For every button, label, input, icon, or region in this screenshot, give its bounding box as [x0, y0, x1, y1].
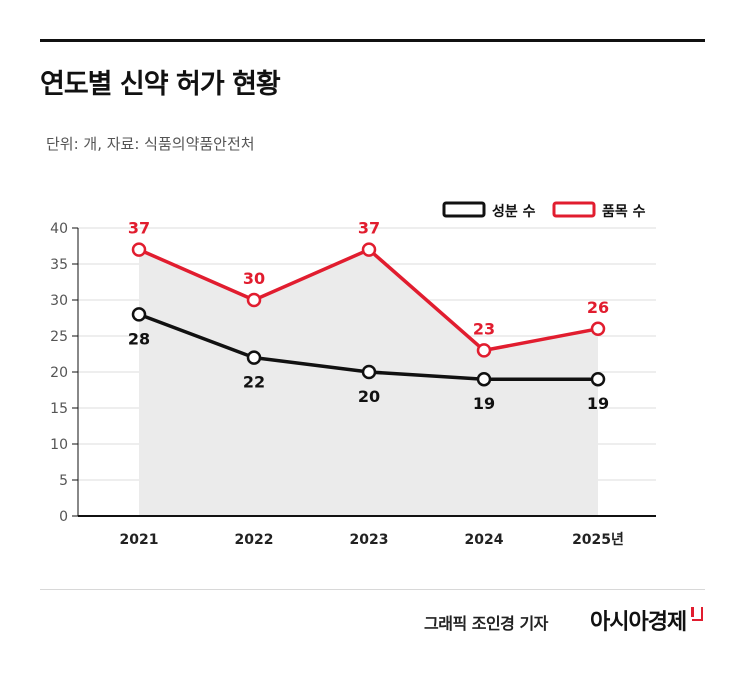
y-tick-label: 35 — [50, 257, 68, 273]
data-label: 23 — [473, 319, 495, 338]
y-tick-label: 0 — [59, 509, 68, 525]
brand-logo-text: 아시아경제 — [590, 610, 687, 635]
legend-swatch-series-a — [442, 201, 486, 218]
label-layer: 28 22 20 19 19 37 30 37 23 26 — [128, 219, 609, 414]
x-tick-label: 2022 — [235, 532, 274, 548]
y-tick-label: 10 — [50, 437, 68, 453]
data-point — [131, 307, 147, 322]
data-label: 26 — [587, 298, 609, 317]
data-label: 30 — [243, 269, 265, 288]
y-tick-label: 20 — [50, 365, 68, 381]
y-tick-label: 15 — [50, 401, 68, 417]
x-tick-label: 2021 — [120, 532, 159, 548]
brand-mark-icon — [691, 607, 703, 621]
legend-label-series-b: 품목 수 — [602, 204, 646, 220]
data-label: 28 — [128, 329, 150, 348]
data-point — [361, 364, 377, 380]
x-tick-label: 2024 — [465, 532, 504, 548]
line-layer — [131, 242, 606, 387]
x-tick-label: 2025년 — [572, 532, 624, 548]
area-fill — [139, 249, 598, 516]
chart-title: 연도별 신약 허가 현황 — [40, 69, 281, 100]
y-tick-label: 30 — [50, 293, 68, 309]
data-point — [590, 321, 606, 337]
data-label: 22 — [243, 373, 265, 392]
y-tick-label: 5 — [59, 473, 68, 489]
data-label: 19 — [587, 394, 609, 413]
data-label: 20 — [358, 387, 380, 406]
data-point — [246, 350, 262, 365]
data-point — [476, 371, 492, 387]
data-point — [361, 242, 377, 257]
data-label: 19 — [473, 394, 495, 413]
y-tick-label: 40 — [50, 221, 68, 237]
x-tick-label: 2023 — [350, 532, 389, 548]
legend-label-series-a: 성분 수 — [492, 204, 536, 220]
data-point — [476, 343, 492, 358]
chart-subtitle: 단위: 개, 자료: 식품의약품안전처 — [46, 135, 255, 153]
y-tick-label: 25 — [50, 329, 68, 345]
data-point — [131, 242, 147, 257]
legend: 성분 수 품목 수 — [442, 201, 646, 220]
data-label: 37 — [358, 219, 380, 238]
data-point — [246, 292, 262, 308]
credit-text: 그래픽 조인경 기자 — [424, 614, 548, 633]
bottom-rule — [40, 589, 705, 590]
data-point — [590, 371, 606, 387]
top-rule — [40, 39, 705, 42]
legend-swatch-series-b — [552, 201, 596, 218]
data-label: 37 — [128, 219, 150, 238]
fill-layer — [139, 249, 598, 516]
